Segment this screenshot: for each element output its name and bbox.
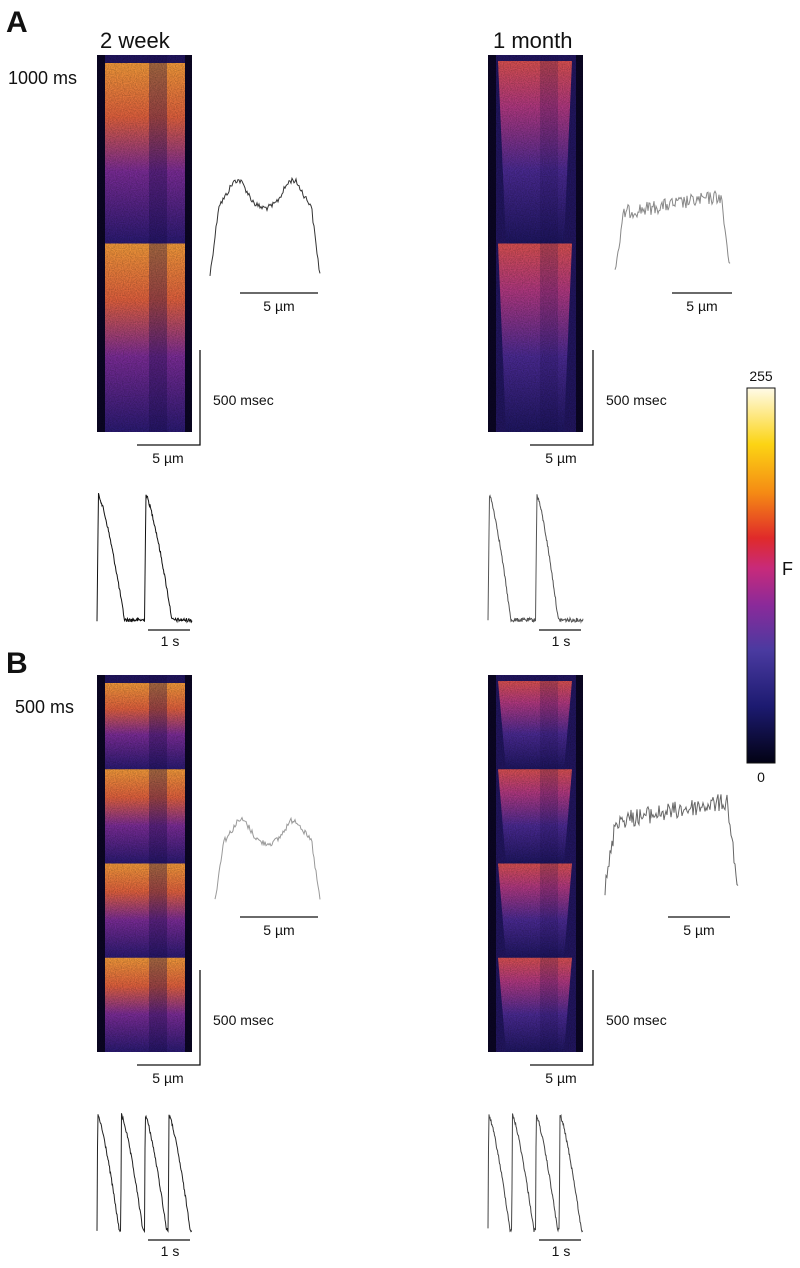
scale-label: 5 µm	[152, 450, 183, 466]
column-title: 1 month	[493, 28, 573, 53]
line-profile	[209, 176, 321, 276]
pacing-label: 1000 ms	[8, 68, 77, 88]
scale-bar	[530, 350, 594, 446]
colorbar-min: 0	[757, 769, 765, 785]
scale-bar	[137, 970, 201, 1066]
pacing-label: 500 ms	[15, 697, 74, 717]
scale-label: 5 µm	[263, 298, 294, 314]
calcium-transient	[96, 492, 193, 624]
linescan-noise	[97, 675, 192, 1052]
scale-label: 5 µm	[263, 922, 294, 938]
scale-label: 1 s	[161, 1243, 180, 1259]
line-profile	[614, 190, 731, 270]
scale-label: 500 msec	[606, 1012, 667, 1028]
calcium-transient	[487, 494, 584, 624]
line-profile	[604, 794, 739, 896]
line-profile	[214, 816, 321, 900]
scale-bar	[137, 350, 201, 446]
calcium-transient	[96, 1113, 193, 1234]
panel-label: A	[6, 6, 28, 39]
linescan-noise	[488, 55, 583, 432]
colorbar-label: F	[782, 559, 793, 579]
scale-label: 5 µm	[683, 922, 714, 938]
scale-label: 1 s	[161, 633, 180, 649]
colorbar	[746, 387, 776, 764]
scale-label: 500 msec	[213, 392, 274, 408]
column-title: 2 week	[100, 28, 171, 53]
panel-label: B	[6, 647, 28, 680]
calcium-transient	[487, 1113, 584, 1233]
linescan-noise	[488, 675, 583, 1052]
scale-label: 5 µm	[545, 450, 576, 466]
scale-bar	[530, 970, 594, 1066]
scale-label: 1 s	[552, 633, 571, 649]
scale-label: 500 msec	[213, 1012, 274, 1028]
scale-label: 1 s	[552, 1243, 571, 1259]
scale-label: 5 µm	[686, 298, 717, 314]
scale-label: 5 µm	[152, 1070, 183, 1086]
linescan-noise	[97, 55, 192, 432]
colorbar-max: 255	[749, 368, 773, 384]
scale-label: 5 µm	[545, 1070, 576, 1086]
scale-label: 500 msec	[606, 392, 667, 408]
